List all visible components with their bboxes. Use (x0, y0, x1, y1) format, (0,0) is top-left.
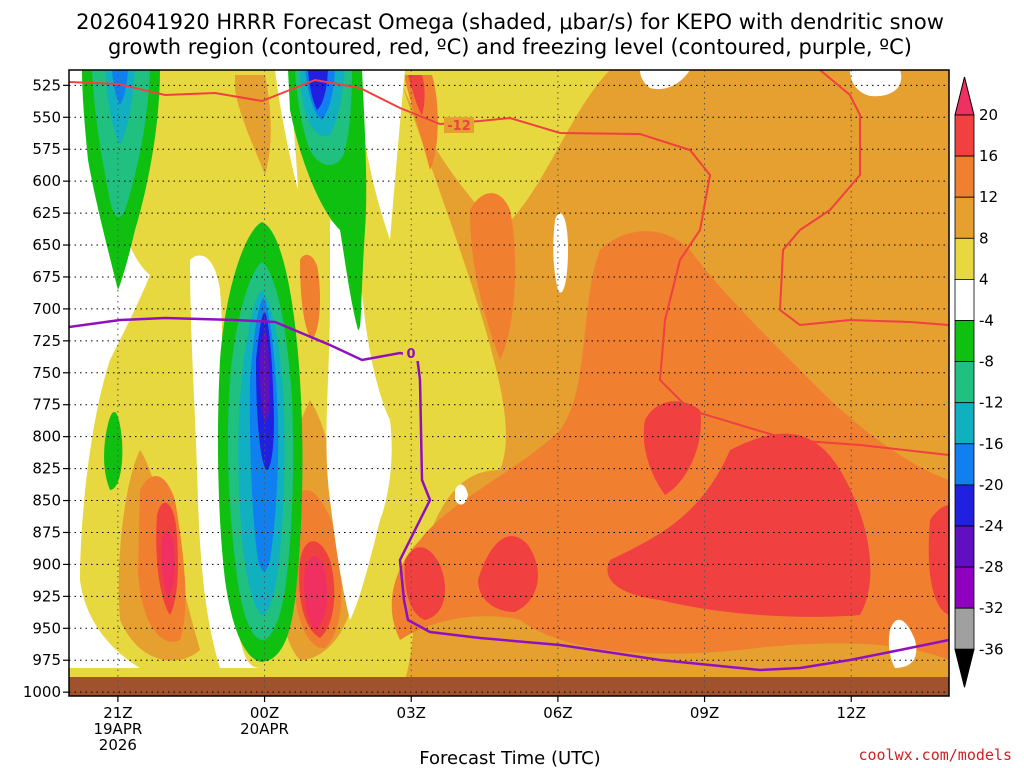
x-tick-label: 2026 (99, 736, 137, 754)
y-tick-label: 550 (32, 108, 61, 126)
colorbar-top-arrow (954, 76, 975, 116)
y-tick-label: 975 (32, 651, 61, 669)
colorbar-label: -20 (979, 476, 1004, 494)
colorbar-swatch (954, 278, 975, 321)
colorbar-label: -28 (979, 558, 1004, 576)
omega-region-minus4-minus8 (104, 411, 123, 490)
y-tick-label: 950 (32, 619, 61, 637)
x-axis-title: Forecast Time (UTC) (419, 748, 600, 768)
colorbar: 20 16 12 8 4 -4 -8 -12 -16 -20 -24 -28 -32 -36 (954, 76, 1004, 688)
y-tick-label: 525 (32, 76, 61, 94)
colorbar-swatch (954, 607, 975, 650)
y-tick-label: 875 (32, 523, 61, 541)
colorbar-label: -4 (979, 312, 994, 330)
colorbar-label: -16 (979, 435, 1004, 453)
dgz-contour-minus12 (778, 70, 949, 327)
omega-region-12-16 (300, 254, 320, 340)
omega-region-near-zero (553, 213, 568, 293)
y-tick-label: 825 (32, 460, 61, 478)
omega-region-minus16-minus24 (259, 331, 270, 422)
y-tick-label: 700 (32, 300, 61, 318)
colorbar-swatch (954, 443, 975, 486)
colorbar-label: 4 (979, 270, 989, 288)
colorbar-label: -12 (979, 394, 1004, 412)
x-tick-label: 00Z (250, 704, 279, 722)
omega-region-near-zero (888, 619, 917, 668)
y-tick-label: 1000 (23, 683, 61, 701)
colorbar-label: 20 (979, 106, 998, 124)
omega-region-near-zero (69, 70, 150, 668)
contour-label-bg (403, 345, 419, 361)
omega-region-near-zero (850, 70, 902, 97)
y-tick-label: 725 (32, 332, 61, 350)
chart-title-line1: 2026041920 HRRR Forecast Omega (shaded, … (76, 10, 944, 34)
x-tick-label: 21Z (103, 704, 132, 722)
colorbar-label: -8 (979, 353, 994, 371)
omega-region-16-20 (404, 547, 445, 620)
y-tick-label: 575 (32, 140, 61, 158)
colorbar-label: 16 (979, 147, 998, 165)
y-axis: 525 550 575 600 625 650 675 700 725 750 775 800 825 8… (23, 76, 69, 701)
x-tick-label: 03Z (397, 704, 426, 722)
omega-region-16-20 (607, 433, 871, 617)
omega-region-near-zero (326, 220, 392, 620)
omega-region-16-20 (408, 75, 425, 115)
omega-region-12-16 (405, 75, 438, 170)
omega-region-above-20 (304, 555, 328, 630)
x-tick-label: 06Z (543, 704, 572, 722)
colorbar-swatch (954, 525, 975, 568)
omega-region-minus8-minus16 (92, 70, 150, 218)
x-tick-label: 20APR (240, 720, 289, 738)
colorbar-label: -36 (979, 640, 1004, 658)
dgz-contour-label: -12 (447, 119, 471, 134)
omega-region-near-zero (455, 484, 468, 505)
dgz-contour-minus12 (69, 78, 949, 456)
y-tick-label: 650 (32, 236, 61, 254)
surface-terrain (69, 677, 949, 696)
colorbar-swatch (954, 361, 975, 404)
omega-region-minus16-minus24 (112, 70, 128, 105)
x-tick-label: 12Z (837, 704, 866, 722)
y-tick-label: 775 (32, 396, 61, 414)
x-tick-label: 19APR (93, 720, 142, 738)
y-tick-label: 625 (32, 204, 61, 222)
omega-region-minus8-minus16 (105, 70, 135, 145)
omega-region-near-zero (640, 70, 690, 90)
colorbar-swatch (954, 114, 975, 157)
omega-region-16-20 (643, 401, 701, 495)
omega-region-near-zero (358, 70, 405, 240)
plot-frame (68, 69, 950, 697)
colorbar-swatch (954, 484, 975, 527)
y-tick-label: 925 (32, 587, 61, 605)
colorbar-swatch (954, 320, 975, 362)
colorbar-label: -24 (979, 517, 1004, 535)
chart-title-line2: growth region (contoured, red, ºC) and f… (108, 35, 912, 59)
x-tick-label: 09Z (690, 704, 719, 722)
y-tick-label: 900 (32, 555, 61, 573)
plot-area: -12 0 (69, 70, 949, 696)
y-tick-label: 675 (32, 268, 61, 286)
credit-text: coolwx.com/models (858, 746, 1012, 764)
omega-region-16-20 (478, 536, 538, 612)
y-tick-label: 850 (32, 492, 61, 510)
colorbar-bottom-arrow (954, 648, 975, 688)
contour-label-bg (444, 117, 474, 133)
y-tick-label: 800 (32, 428, 61, 446)
colorbar-swatch (954, 196, 975, 239)
colorbar-swatch (954, 402, 975, 445)
freezing-contour-label: 0 (406, 347, 415, 362)
freezing-level-contour (69, 316, 949, 672)
colorbar-swatch (954, 155, 975, 198)
colorbar-swatch (954, 237, 975, 280)
colorbar-label: 8 (979, 229, 989, 247)
y-tick-label: 750 (32, 364, 61, 382)
y-tick-label: 600 (32, 172, 61, 190)
colorbar-swatch (954, 566, 975, 609)
omega-region-near-zero (275, 70, 298, 190)
colorbar-label: 12 (979, 188, 998, 206)
colorbar-label: -32 (979, 599, 1004, 617)
